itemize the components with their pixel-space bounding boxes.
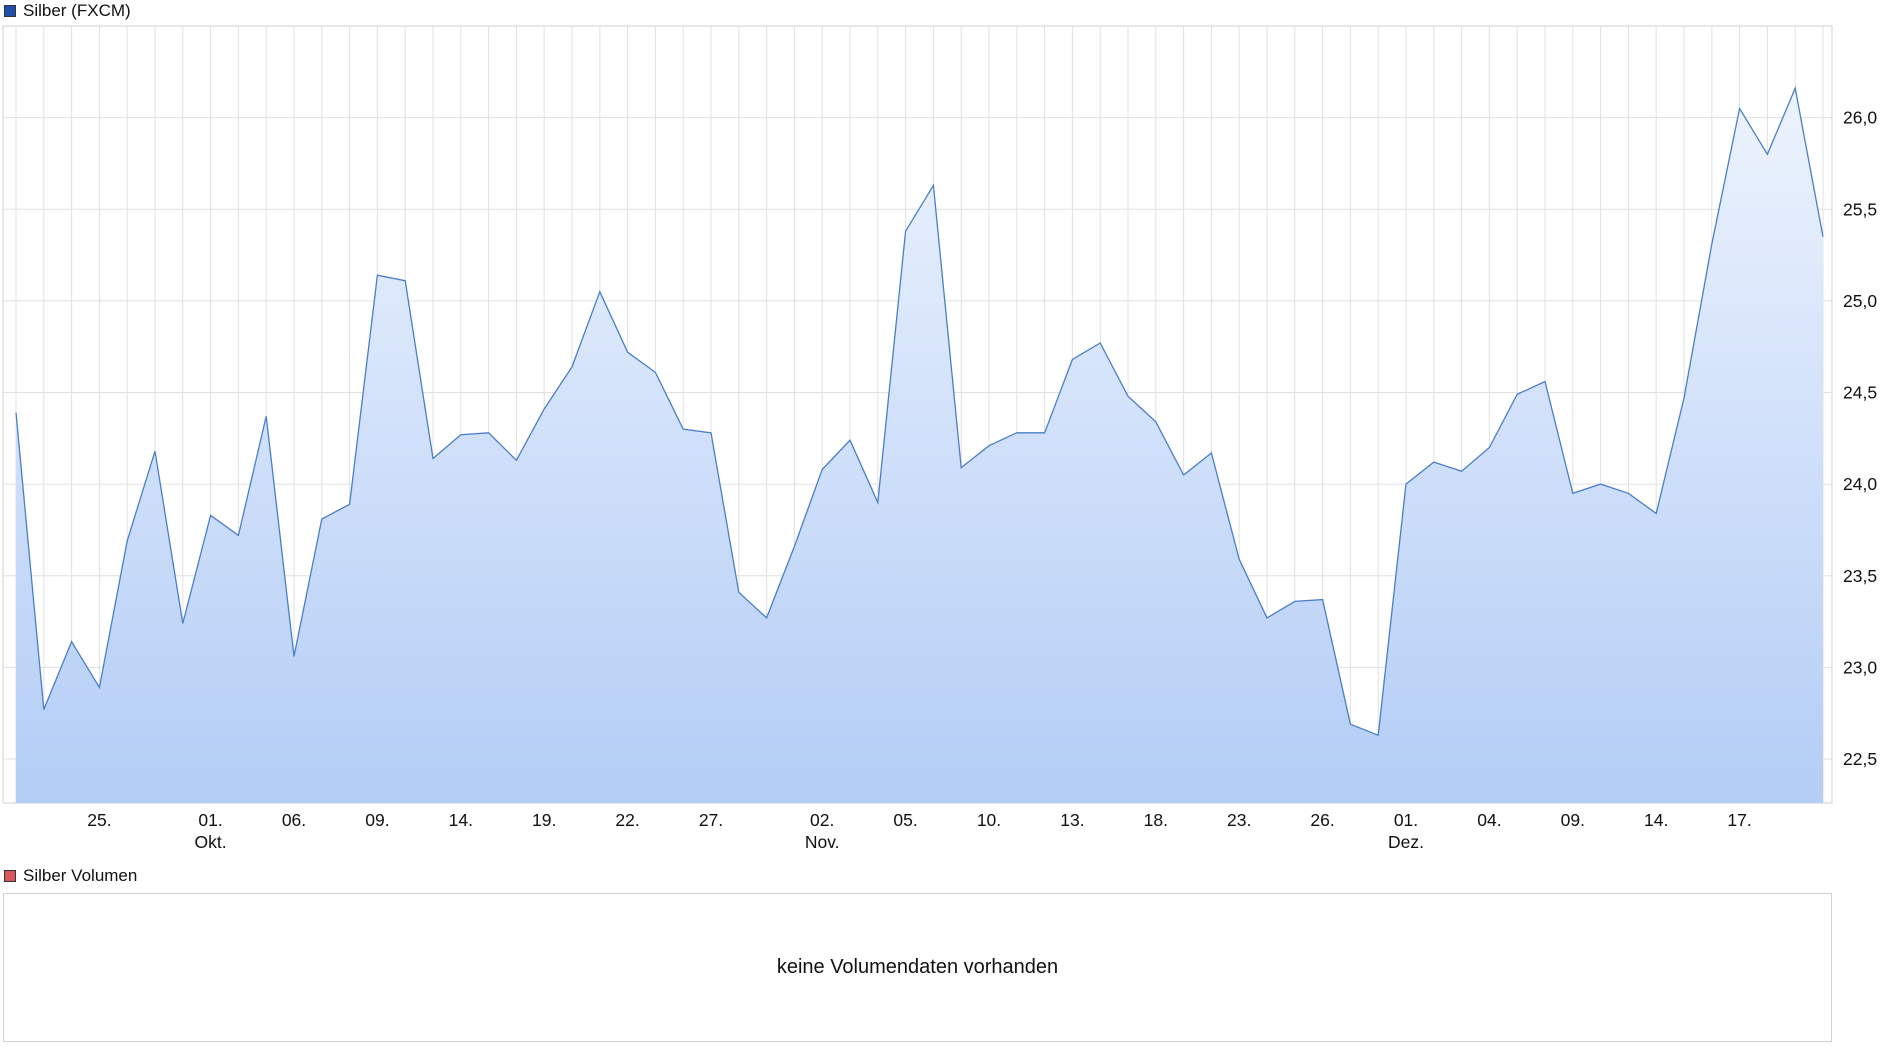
volume-panel: keine Volumendaten vorhanden <box>3 893 1832 1042</box>
x-tick-label: 10. <box>977 810 1001 830</box>
price-legend-label: Silber (FXCM) <box>23 1 131 20</box>
y-tick-label: 23,5 <box>1843 566 1877 586</box>
x-tick-label: 04. <box>1477 810 1501 830</box>
x-tick-label: 09. <box>1561 810 1585 830</box>
price-line <box>15 86 1824 737</box>
y-tick-label: 24,0 <box>1843 474 1877 494</box>
data-points <box>15 88 1824 736</box>
volume-empty-message: keine Volumendaten vorhanden <box>776 956 1059 978</box>
x-tick-label: 19. <box>532 810 556 830</box>
volume-legend-swatch <box>4 870 16 882</box>
x-tick-label: 06. <box>282 810 306 830</box>
price-legend-swatch <box>4 5 16 17</box>
y-tick-label: 24,5 <box>1843 383 1877 403</box>
x-tick-label: 13. <box>1060 810 1084 830</box>
price-chart: 22,523,023,524,024,525,025,526,0 25. 01.O… <box>2 25 1877 852</box>
x-tick-label: 02. <box>810 810 834 830</box>
x-tick-label: 14. <box>449 810 473 830</box>
x-tick-label: 18. <box>1144 810 1168 830</box>
x-tick-month-label: Nov. <box>805 832 840 852</box>
x-tick-label: 25. <box>87 810 111 830</box>
x-tick-label: 14. <box>1644 810 1668 830</box>
y-tick-label: 22,5 <box>1843 749 1877 769</box>
x-tick-label: 01. <box>198 810 222 830</box>
price-area <box>16 88 1823 804</box>
x-axis-labels: 25. 01.Okt.06. 09. 14. 19. 22. 27. 02.Nov.05. 10… <box>87 810 1752 852</box>
x-tick-label: 27. <box>699 810 723 830</box>
y-tick-label: 26,0 <box>1843 108 1877 128</box>
x-tick-label: 22. <box>615 810 639 830</box>
x-tick-label: 09. <box>365 810 389 830</box>
y-axis-labels: 22,5 23,0 23,5 24,0 24,5 25,0 25,5 26,0 <box>1843 108 1877 769</box>
y-tick-label: 25,0 <box>1843 291 1877 311</box>
x-tick-month-label: Okt. <box>195 832 227 852</box>
volume-legend: Silber Volumen <box>4 866 137 886</box>
price-legend: Silber (FXCM) <box>4 1 131 21</box>
x-tick-label: 01. <box>1394 810 1418 830</box>
x-tick-month-label: Dez. <box>1388 832 1424 852</box>
x-tick-label: 26. <box>1310 810 1334 830</box>
x-tick-label: 23. <box>1227 810 1251 830</box>
y-tick-label: 23,0 <box>1843 657 1877 677</box>
volume-legend-label: Silber Volumen <box>23 866 138 885</box>
x-tick-label: 17. <box>1727 810 1751 830</box>
x-tick-label: 05. <box>893 810 917 830</box>
y-tick-label: 25,5 <box>1843 199 1877 219</box>
